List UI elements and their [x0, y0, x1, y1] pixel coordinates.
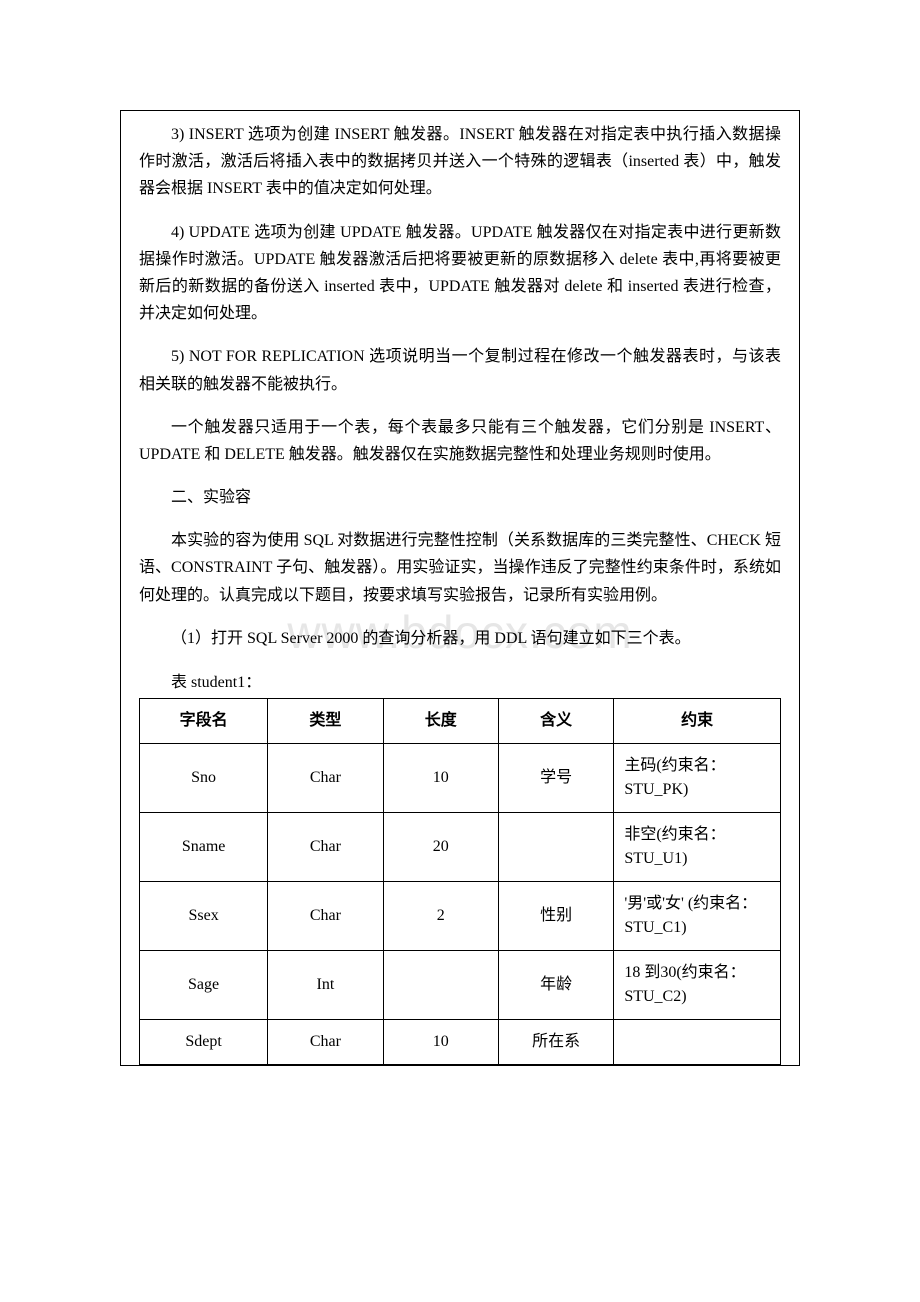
table-row: Sno Char 10 学号 主码(约束名：STU_PK) — [140, 744, 781, 813]
cell: 2 — [383, 882, 498, 951]
cell: 学号 — [498, 744, 613, 813]
cell: 年龄 — [498, 951, 613, 1020]
th-constraint: 约束 — [614, 699, 781, 744]
table-row: Sage Int 年龄 18 到30(约束名：STU_C2) — [140, 951, 781, 1020]
cell: Char — [268, 744, 383, 813]
cell: '男'或'女' (约束名：STU_C1) — [614, 882, 781, 951]
cell: Sage — [140, 951, 268, 1020]
paragraph-5: 5) NOT FOR REPLICATION 选项说明当一个复制过程在修改一个触… — [139, 343, 781, 397]
paragraph-7: 本实验的容为使用 SQL 对数据进行完整性控制（关系数据库的三类完整性、CHEC… — [139, 527, 781, 609]
table-body: Sno Char 10 学号 主码(约束名：STU_PK) Sname Char… — [140, 744, 781, 1065]
paragraph-6: 一个触发器只适用于一个表，每个表最多只能有三个触发器，它们分别是 INSERT、… — [139, 414, 781, 468]
table-caption: 表 student1： — [139, 668, 781, 692]
cell: 18 到30(约束名：STU_C2) — [614, 951, 781, 1020]
cell: Char — [268, 882, 383, 951]
cell — [498, 813, 613, 882]
table-row: Sname Char 20 非空(约束名：STU_U1) — [140, 813, 781, 882]
paragraph-8: （1）打开 SQL Server 2000 的查询分析器，用 DDL 语句建立如… — [139, 625, 781, 652]
table-header-row: 字段名 类型 长度 含义 约束 — [140, 699, 781, 744]
th-field: 字段名 — [140, 699, 268, 744]
paragraph-3: 3) INSERT 选项为创建 INSERT 触发器。INSERT 触发器在对指… — [139, 121, 781, 203]
cell: 10 — [383, 744, 498, 813]
cell: Char — [268, 813, 383, 882]
paragraph-4: 4) UPDATE 选项为创建 UPDATE 触发器。UPDATE 触发器仅在对… — [139, 219, 781, 328]
cell — [614, 1020, 781, 1065]
table-row: Sdept Char 10 所在系 — [140, 1020, 781, 1065]
table-row: Ssex Char 2 性别 '男'或'女' (约束名：STU_C1) — [140, 882, 781, 951]
cell: Char — [268, 1020, 383, 1065]
cell: Sname — [140, 813, 268, 882]
cell — [383, 951, 498, 1020]
student1-table: 字段名 类型 长度 含义 约束 Sno Char 10 学号 主码(约束名：ST… — [139, 698, 781, 1065]
cell: 性别 — [498, 882, 613, 951]
cell: 10 — [383, 1020, 498, 1065]
section-heading-2: 二、实验容 — [139, 484, 781, 511]
cell: Sdept — [140, 1020, 268, 1065]
cell: Ssex — [140, 882, 268, 951]
th-length: 长度 — [383, 699, 498, 744]
cell: 主码(约束名：STU_PK) — [614, 744, 781, 813]
cell: 非空(约束名：STU_U1) — [614, 813, 781, 882]
th-meaning: 含义 — [498, 699, 613, 744]
cell: 所在系 — [498, 1020, 613, 1065]
th-type: 类型 — [268, 699, 383, 744]
cell: Sno — [140, 744, 268, 813]
content-box: 3) INSERT 选项为创建 INSERT 触发器。INSERT 触发器在对指… — [120, 110, 800, 1066]
cell: 20 — [383, 813, 498, 882]
cell: Int — [268, 951, 383, 1020]
